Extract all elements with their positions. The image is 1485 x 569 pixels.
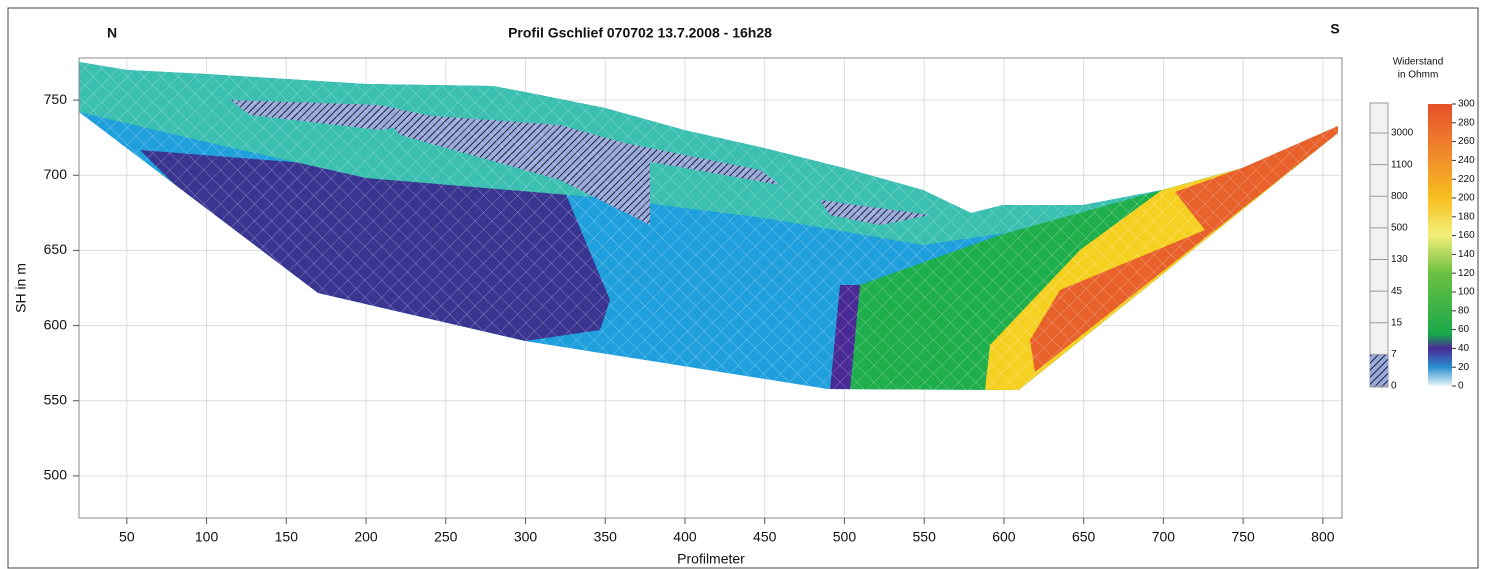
- profile: [79, 62, 1338, 390]
- y-tick-label: 550: [44, 391, 68, 407]
- plot-frame: [78, 57, 1343, 519]
- x-tick-label: 200: [354, 529, 378, 545]
- x-tick-label: 500: [833, 529, 857, 545]
- y-tick-label: 650: [44, 241, 68, 257]
- frame: [7, 7, 1479, 569]
- y-tick-label: 750: [44, 91, 68, 107]
- colorbar-tick-label: 300: [1458, 99, 1475, 110]
- x-tick-label: 800: [1311, 529, 1335, 545]
- chart-title: Profil Gschlief 070702 13.7.2008 - 16h28: [508, 25, 772, 41]
- lithology-label: 3000: [1391, 128, 1414, 139]
- x-tick-label: 350: [594, 529, 618, 545]
- x-tick-label: 700: [1152, 529, 1176, 545]
- lithology-label: 0: [1391, 381, 1397, 392]
- x-tick-label: 100: [195, 529, 219, 545]
- colorbar-tick-label: 0: [1458, 381, 1464, 392]
- x-tick-label: 150: [275, 529, 299, 545]
- x-tick-label: 300: [514, 529, 538, 545]
- lithology-label: 800: [1391, 191, 1408, 202]
- y-tick-label: 700: [44, 166, 68, 182]
- x-axis-label: Profilmeter: [677, 551, 745, 567]
- direction-label: S: [1330, 21, 1339, 37]
- lithology-swatch: [1370, 355, 1388, 387]
- colorbar-tick-label: 140: [1458, 249, 1475, 260]
- colorbar-tick-label: 220: [1458, 174, 1475, 185]
- texture: [79, 62, 1338, 390]
- colorbar: [1428, 104, 1452, 386]
- y-tick-label: 500: [44, 467, 68, 483]
- lithology-label: 15: [1391, 317, 1403, 328]
- colorbar-tick-label: 60: [1458, 324, 1470, 335]
- colorbar-tick-label: 100: [1458, 287, 1475, 298]
- lithology-label: 130: [1391, 254, 1408, 265]
- colorbar-tick-label: 40: [1458, 343, 1470, 354]
- lithology-legend: [1369, 102, 1389, 388]
- colorbar-tick-label: 280: [1458, 117, 1475, 128]
- direction-label: N: [107, 25, 117, 41]
- colorbar-title: in Ohmm: [1398, 70, 1439, 81]
- x-tick-label: 50: [119, 529, 135, 545]
- colorbar-tick-label: 180: [1458, 211, 1475, 222]
- colorbar-tick-label: 80: [1458, 305, 1470, 316]
- colorbar-tick-label: 200: [1458, 193, 1475, 204]
- colorbar-tick-label: 120: [1458, 268, 1475, 279]
- x-tick-label: 600: [992, 529, 1016, 545]
- lithology-label: 7: [1391, 349, 1397, 360]
- y-tick-label: 600: [44, 316, 68, 332]
- colorbar-tick-label: 160: [1458, 230, 1475, 241]
- x-tick-label: 450: [753, 529, 777, 545]
- x-tick-label: 400: [673, 529, 697, 545]
- lithology-label: 45: [1391, 286, 1403, 297]
- y-axis-label: SH in m: [13, 263, 29, 313]
- colorbar-tick-label: 20: [1458, 362, 1470, 373]
- x-tick-label: 250: [434, 529, 458, 545]
- x-tick-label: 550: [913, 529, 937, 545]
- lithology-label: 500: [1391, 223, 1408, 234]
- lithology-label: 1100: [1391, 159, 1413, 170]
- colorbar-title: Widerstand: [1393, 57, 1444, 68]
- x-tick-label: 650: [1072, 529, 1096, 545]
- x-tick-label: 750: [1231, 529, 1255, 545]
- colorbar-tick-label: 240: [1458, 155, 1475, 166]
- colorbar-tick-label: 260: [1458, 136, 1475, 147]
